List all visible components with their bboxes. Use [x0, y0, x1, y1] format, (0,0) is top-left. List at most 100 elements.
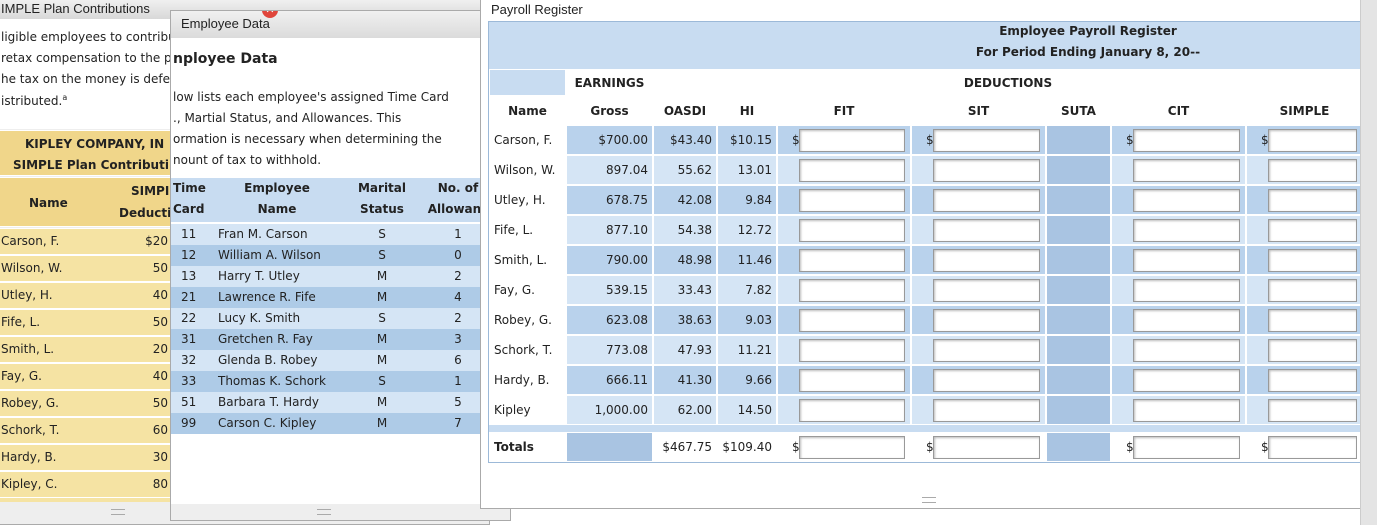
amount-input[interactable] — [799, 189, 905, 212]
scrollbar[interactable] — [1360, 0, 1377, 525]
amount-input[interactable] — [933, 189, 1040, 212]
amount-input[interactable] — [799, 249, 905, 272]
amount-input[interactable] — [799, 369, 905, 392]
intro-text: retax compensation to the p — [1, 51, 172, 65]
amount-input[interactable] — [933, 159, 1040, 182]
amount-input[interactable] — [799, 309, 905, 332]
amount-input[interactable] — [933, 399, 1040, 422]
hi: 9.03 — [717, 305, 777, 335]
column-header: FIT — [777, 96, 911, 125]
resize-grip[interactable] — [317, 509, 331, 515]
amount-input[interactable] — [1133, 129, 1240, 152]
resize-grip[interactable] — [922, 497, 936, 503]
row-bg — [0, 282, 174, 309]
resize-grip[interactable] — [111, 509, 125, 515]
amount-input[interactable] — [799, 436, 905, 459]
row-bg — [0, 255, 174, 282]
amount-input[interactable] — [799, 219, 905, 242]
amount-input[interactable] — [1268, 436, 1357, 459]
column-header: Name — [29, 196, 68, 210]
employee-name: Lucy K. Smith — [218, 311, 301, 325]
amount-input[interactable] — [799, 159, 905, 182]
time-card: 32 — [181, 353, 197, 367]
amount-input[interactable] — [799, 399, 905, 422]
amount-input[interactable] — [933, 219, 1040, 242]
amount-input[interactable] — [933, 369, 1040, 392]
amount-input[interactable] — [933, 249, 1040, 272]
employee-name: Kipley, C. — [1, 477, 58, 491]
amount-input[interactable] — [799, 279, 905, 302]
employee-name: Smith, L. — [1, 342, 55, 356]
amount-input[interactable] — [1133, 189, 1240, 212]
amount-input[interactable] — [1268, 129, 1357, 152]
employee-name: Hardy, B. — [1, 450, 57, 464]
row-bg — [171, 413, 510, 434]
amount-input[interactable] — [799, 129, 905, 152]
suta-cell — [1046, 215, 1111, 245]
amount-input[interactable] — [1133, 249, 1240, 272]
amount-input[interactable] — [1268, 219, 1357, 242]
amount-input[interactable] — [799, 339, 905, 362]
amount-input[interactable] — [1133, 436, 1240, 459]
column-header: SUTA — [1046, 96, 1111, 125]
amount-input[interactable] — [1133, 219, 1240, 242]
deduction: 60 — [152, 423, 168, 437]
gross: 790.00 — [566, 245, 653, 275]
row-bg — [0, 309, 174, 336]
amount-input[interactable] — [1268, 159, 1357, 182]
marital-status: M — [376, 290, 388, 304]
employee-name: Carson, F. — [1, 234, 60, 248]
employee-name: Utley, H. — [489, 185, 566, 215]
deduction: 20 — [152, 342, 168, 356]
row-bg — [171, 245, 510, 266]
gross: $700.00 — [566, 125, 653, 155]
close-button[interactable]: ✕ — [262, 11, 278, 18]
oasdi: 54.38 — [653, 215, 717, 245]
amount-input[interactable] — [1268, 279, 1357, 302]
oasdi: $43.40 — [653, 125, 717, 155]
row-bg — [0, 417, 174, 444]
column-header: Gross — [566, 96, 653, 125]
amount-input[interactable] — [1268, 369, 1357, 392]
amount-input[interactable] — [933, 279, 1040, 302]
gross: 678.75 — [566, 185, 653, 215]
amount-input[interactable] — [1268, 309, 1357, 332]
suta-cell — [1046, 275, 1111, 305]
amount-input[interactable] — [933, 129, 1040, 152]
row-bg — [0, 471, 174, 498]
employee-name: Smith, L. — [489, 245, 566, 275]
amount-input[interactable] — [1268, 399, 1357, 422]
amount-input[interactable] — [1268, 189, 1357, 212]
hi: 9.84 — [717, 185, 777, 215]
marital-status: S — [378, 374, 386, 388]
amount-input[interactable] — [1133, 399, 1240, 422]
employee-name: Fay, G. — [1, 369, 42, 383]
amount-input[interactable] — [1268, 339, 1357, 362]
column-header: Marital — [357, 181, 407, 195]
group-header: DEDUCTIONS — [653, 69, 1363, 96]
allowances: 7 — [454, 416, 462, 430]
footnote-mark: a — [62, 93, 68, 102]
amount-input[interactable] — [1133, 159, 1240, 182]
heading: nployee Data — [173, 51, 278, 67]
allowances: 2 — [454, 269, 462, 283]
time-card: 33 — [181, 374, 197, 388]
suta-cell — [1046, 365, 1111, 395]
oasdi: 48.98 — [653, 245, 717, 275]
amount-input[interactable] — [933, 436, 1040, 459]
total-blank — [566, 432, 653, 462]
hi: 11.21 — [717, 335, 777, 365]
amount-input[interactable] — [1133, 369, 1240, 392]
marital-status: M — [376, 416, 388, 430]
row-bg — [0, 390, 174, 417]
amount-input[interactable] — [1133, 279, 1240, 302]
amount-input[interactable] — [1268, 249, 1357, 272]
column-header: Card — [173, 202, 205, 216]
amount-input[interactable] — [933, 309, 1040, 332]
amount-input[interactable] — [1133, 339, 1240, 362]
amount-input[interactable] — [933, 339, 1040, 362]
amount-input[interactable] — [1133, 309, 1240, 332]
hi: 11.46 — [717, 245, 777, 275]
marital-status: S — [378, 311, 386, 325]
